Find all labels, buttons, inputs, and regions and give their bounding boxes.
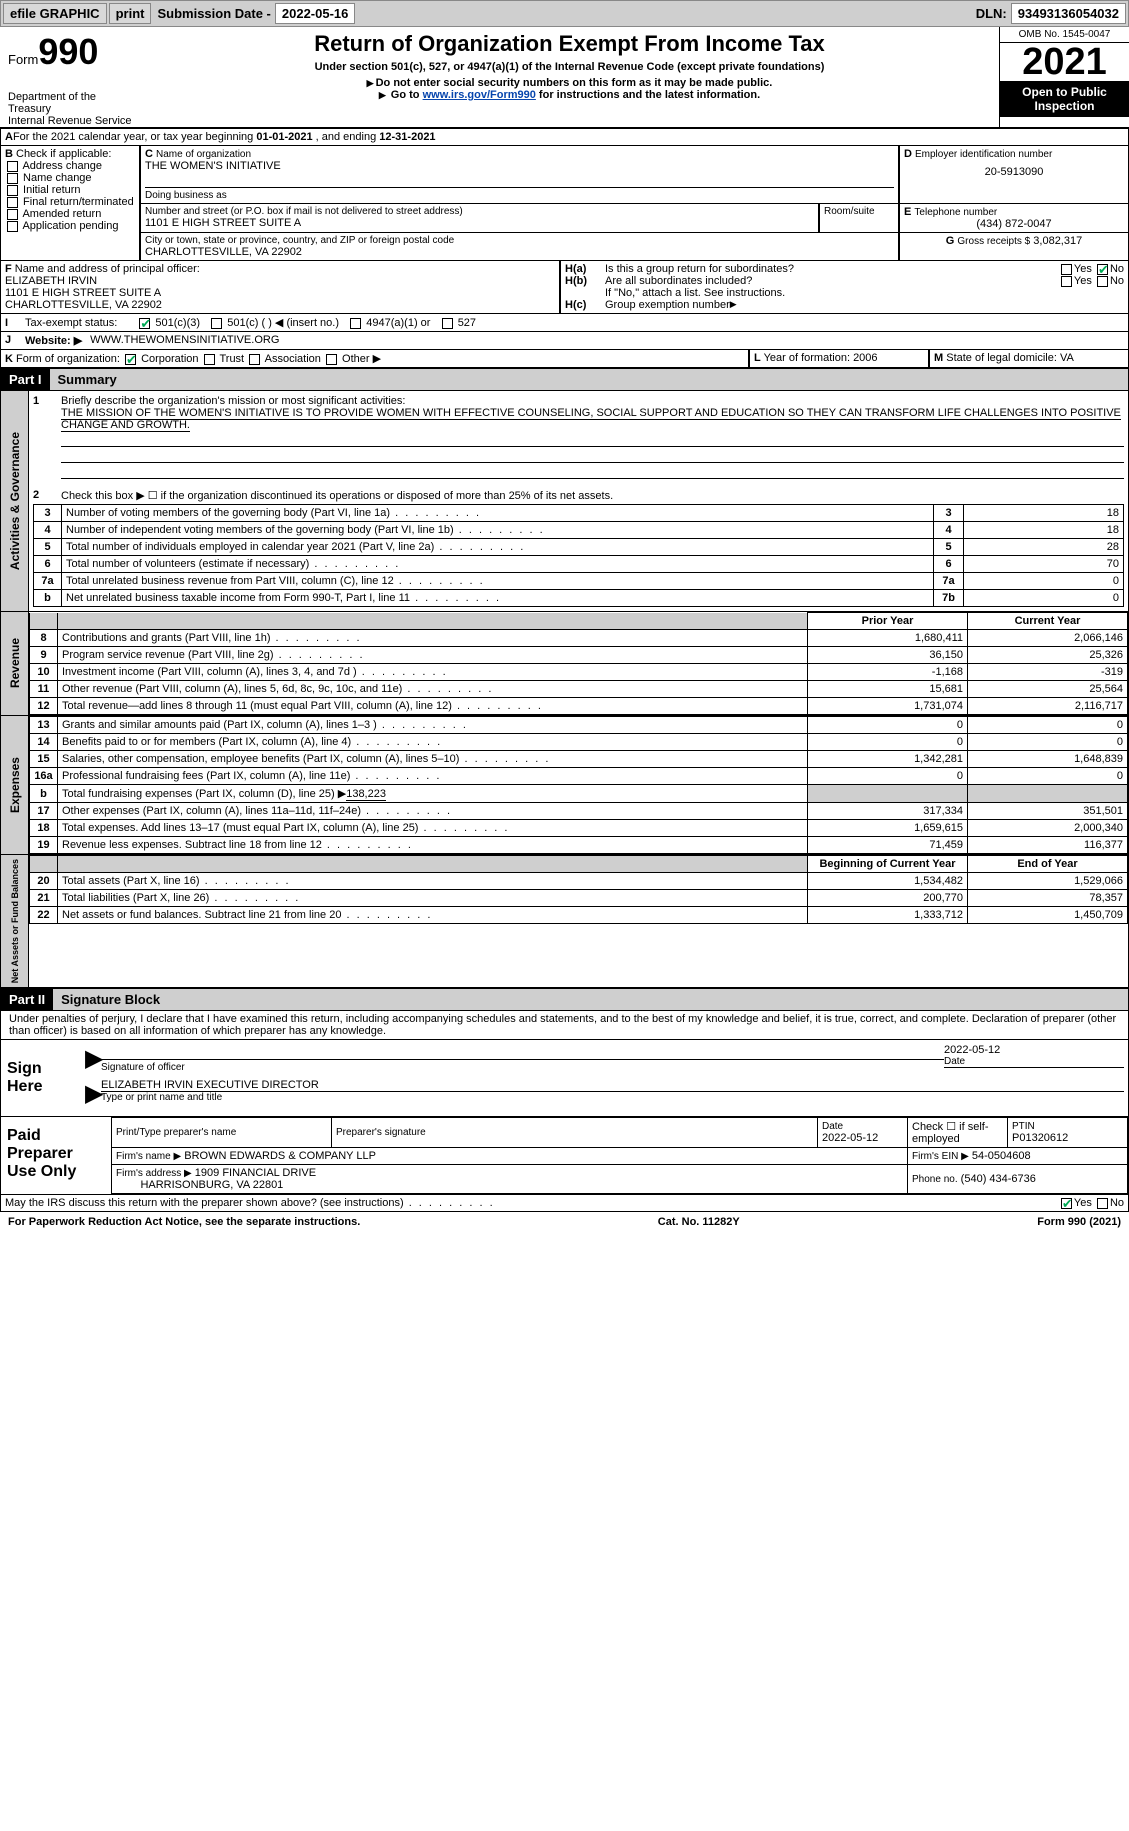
box-b-item: Amended return — [5, 208, 135, 220]
gov-row: bNet unrelated business taxable income f… — [34, 590, 1124, 607]
hb-yes[interactable] — [1061, 276, 1072, 287]
org-city: CHARLOTTESVILLE, VA 22902 — [145, 246, 894, 258]
line-a: AFor the 2021 calendar year, or tax year… — [0, 129, 1129, 146]
gov-row: 3Number of voting members of the governi… — [34, 505, 1124, 522]
paid-preparer: Paid Preparer Use Only — [1, 1117, 111, 1194]
sign-here: Sign Here — [1, 1040, 81, 1116]
officer-name: ELIZABETH IRVIN EXECUTIVE DIRECTOR — [101, 1079, 1124, 1092]
net-row: 20Total assets (Part X, line 16)1,534,48… — [30, 873, 1128, 890]
box-b-item: Address change — [5, 160, 135, 172]
side-revenue: Revenue — [6, 634, 24, 692]
part1-header: Part I Summary — [0, 368, 1129, 391]
exp-row: 13Grants and similar amounts paid (Part … — [30, 717, 1128, 734]
toolbar: efile GRAPHIC print Submission Date - 20… — [0, 0, 1129, 27]
net-row: 21Total liabilities (Part X, line 26)200… — [30, 890, 1128, 907]
exp-row: 19Revenue less expenses. Subtract line 1… — [30, 837, 1128, 854]
hb-no[interactable] — [1097, 276, 1108, 287]
org-name: THE WOMEN'S INITIATIVE — [145, 160, 894, 172]
irs-link[interactable]: www.irs.gov/Form990 — [423, 89, 536, 101]
rev-row: 12Total revenue—add lines 8 through 11 (… — [30, 698, 1128, 715]
box-b: B Check if applicable: Address change Na… — [0, 146, 140, 261]
corp-check[interactable] — [125, 354, 136, 365]
submission-label: Submission Date - — [153, 6, 274, 21]
dln-value: 93493136054032 — [1011, 3, 1126, 24]
print-button[interactable]: print — [109, 3, 152, 24]
ha-yes[interactable] — [1061, 264, 1072, 275]
box-b-item: Application pending — [5, 220, 135, 232]
gov-row: 5Total number of individuals employed in… — [34, 539, 1124, 556]
tax-year: 2021 — [1000, 43, 1129, 81]
rev-row: 8Contributions and grants (Part VIII, li… — [30, 630, 1128, 647]
form-title: Return of Organization Exempt From Incom… — [144, 31, 995, 57]
side-expenses: Expenses — [6, 753, 24, 817]
rev-row: 10Investment income (Part VIII, column (… — [30, 664, 1128, 681]
box-b-item: Name change — [5, 172, 135, 184]
inspection-badge: Open to Public Inspection — [1000, 81, 1129, 117]
box-f: F Name and address of principal officer:… — [0, 261, 560, 314]
exp-row: 18Total expenses. Add lines 13–17 (must … — [30, 820, 1128, 837]
mission-text: THE MISSION OF THE WOMEN'S INITIATIVE IS… — [61, 407, 1121, 432]
declaration: Under penalties of perjury, I declare th… — [0, 1011, 1129, 1040]
org-street: 1101 E HIGH STREET SUITE A — [145, 217, 814, 229]
website: WWW.THEWOMENSINITIATIVE.ORG — [82, 334, 279, 347]
rev-row: 9Program service revenue (Part VIII, lin… — [30, 647, 1128, 664]
gross-receipts: 3,082,317 — [1033, 235, 1082, 247]
gov-row: 6Total number of volunteers (estimate if… — [34, 556, 1124, 573]
net-row: 22Net assets or fund balances. Subtract … — [30, 907, 1128, 924]
part2-header: Part II Signature Block — [0, 988, 1129, 1011]
gov-row: 7aTotal unrelated business revenue from … — [34, 573, 1124, 590]
box-b-item: Final return/terminated — [5, 196, 135, 208]
note-goto: Go to www.irs.gov/Form990 for instructio… — [144, 89, 995, 101]
footer: For Paperwork Reduction Act Notice, see … — [0, 1212, 1129, 1232]
side-netassets: Net Assets or Fund Balances — [8, 855, 22, 987]
dln-label: DLN: — [972, 6, 1011, 21]
exp-row: 17Other expenses (Part IX, column (A), l… — [30, 803, 1128, 820]
submission-date: 2022-05-16 — [275, 3, 356, 24]
discuss-yes[interactable] — [1061, 1198, 1072, 1209]
side-activities: Activities & Governance — [6, 428, 24, 574]
irs-label: Internal Revenue Service — [8, 115, 136, 127]
dept-label: Department of the Treasury — [8, 91, 136, 115]
exp-row: 15Salaries, other compensation, employee… — [30, 751, 1128, 768]
ha-no[interactable] — [1097, 264, 1108, 275]
exp-row: 14Benefits paid to or for members (Part … — [30, 734, 1128, 751]
discuss-no[interactable] — [1097, 1198, 1108, 1209]
form-subtitle: Under section 501(c), 527, or 4947(a)(1)… — [144, 61, 995, 73]
form-id: Form990 — [8, 31, 136, 73]
rev-row: 11Other revenue (Part VIII, column (A), … — [30, 681, 1128, 698]
efile-button[interactable]: efile GRAPHIC — [3, 3, 107, 24]
box-b-item: Initial return — [5, 184, 135, 196]
exp-row-16b: bTotal fundraising expenses (Part IX, co… — [30, 785, 1128, 803]
form-header: Form990 Department of the Treasury Inter… — [0, 27, 1129, 129]
exp-row: 16aProfessional fundraising fees (Part I… — [30, 768, 1128, 785]
gov-row: 4Number of independent voting members of… — [34, 522, 1124, 539]
phone: (434) 872-0047 — [904, 218, 1124, 230]
ein: 20-5913090 — [904, 160, 1124, 184]
501c3-check[interactable] — [139, 318, 150, 329]
note-ssn: Do not enter social security numbers on … — [144, 77, 995, 89]
